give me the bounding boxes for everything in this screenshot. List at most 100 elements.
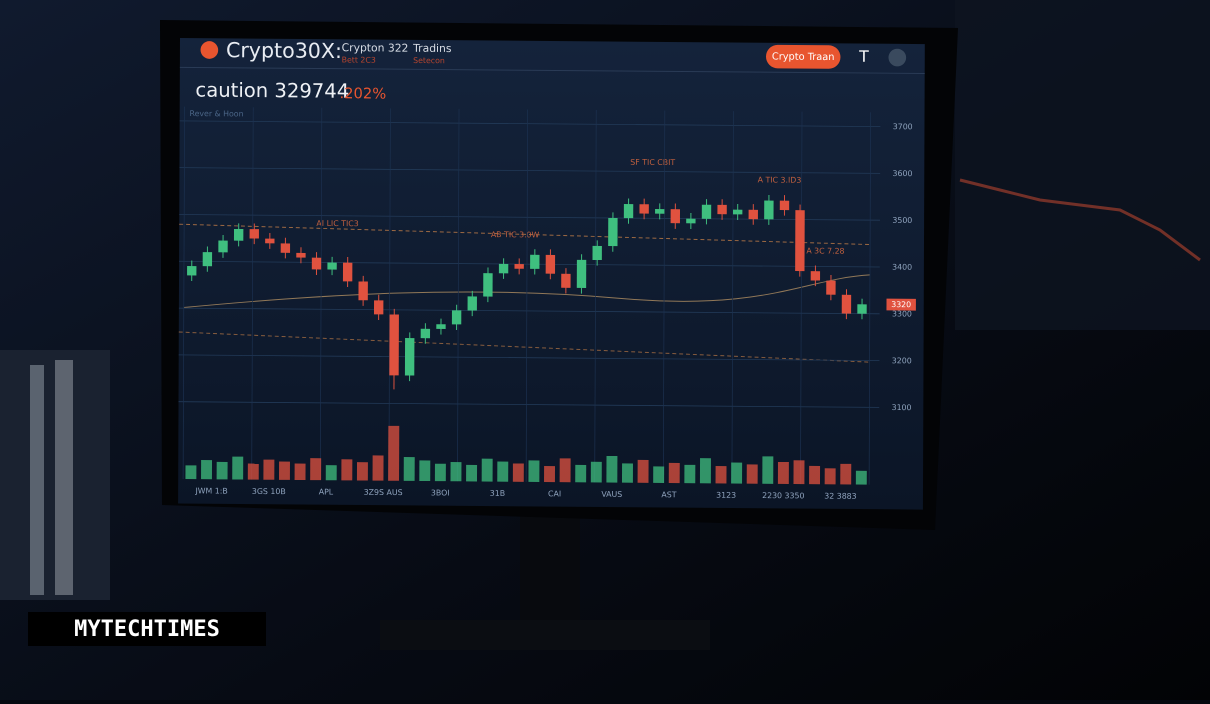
volume-bar [279, 462, 290, 480]
volume-bar [528, 460, 539, 482]
volume-bar [575, 465, 586, 482]
volume-bar [840, 464, 851, 485]
volume-bar [388, 426, 399, 481]
x-tick-label: CAI [548, 489, 561, 498]
candle-body [592, 246, 601, 260]
candle-body [265, 239, 274, 244]
volume-bar [419, 460, 430, 481]
candle-body [468, 296, 477, 310]
volume-bar [513, 463, 524, 481]
y-tick-label: 3400 [892, 263, 912, 272]
candle-body [281, 243, 290, 252]
x-tick-label: 3Z9S AUS [364, 488, 403, 497]
candle-body [312, 258, 321, 270]
volume-bar [809, 466, 820, 484]
candle-body [733, 210, 742, 215]
volume-bar [326, 465, 337, 480]
candle-body [857, 304, 866, 313]
volume-bar [793, 460, 804, 484]
trade-button-label[interactable]: Crypto Traan [772, 52, 835, 64]
candle-body [577, 260, 586, 288]
y-tick-label: 3300 [892, 309, 912, 318]
mode-sub: Setecon [413, 56, 445, 65]
y-tick-label: 3600 [893, 169, 913, 178]
x-tick-label: AST [661, 490, 676, 499]
window-blur [955, 0, 1210, 330]
x-tick-label: 31B [490, 489, 505, 498]
x-tick-label: 2230 3350 [762, 491, 804, 500]
volume-bar [497, 461, 508, 481]
volume-bar [373, 455, 384, 480]
y-tick-label: 3500 [892, 216, 912, 225]
candle-body [389, 314, 399, 375]
avatar[interactable] [888, 49, 906, 67]
candle-body [483, 273, 492, 296]
volume-bar [825, 468, 836, 484]
annotation: SF TIC CBIT [630, 158, 675, 167]
x-tick-label: 3GS 10B [252, 487, 286, 496]
y-tick-label: 3100 [892, 403, 912, 412]
candle-body [826, 281, 835, 295]
annotation: A 3C 7.28 [806, 246, 844, 255]
price-tag: 3320 [891, 300, 911, 309]
x-tick-label: 32 3883 [824, 492, 856, 501]
volume-bar [638, 460, 649, 483]
volume-bar [310, 458, 321, 480]
ticker-change: .202% [339, 85, 386, 102]
volume-bar [762, 456, 773, 484]
volume-bar [435, 464, 446, 481]
volume-bar [591, 462, 602, 483]
annotation: A TIC 3.ID3 [758, 175, 802, 184]
volume-bar [201, 460, 212, 479]
watermark: MYTECHTIMES [74, 617, 220, 642]
candle-body [639, 204, 648, 213]
volume-bar [684, 465, 695, 483]
volume-bar [856, 471, 867, 485]
candle-body [296, 253, 305, 258]
pair: Crypton 322 [342, 41, 409, 55]
menu-icon[interactable]: T [858, 47, 869, 66]
volume-bar [185, 465, 196, 479]
x-tick-label: APL [319, 487, 334, 496]
x-tick-label: 3123 [716, 491, 736, 500]
volume-bar [341, 459, 352, 480]
volume-bar [232, 457, 243, 480]
candle-body [671, 209, 680, 223]
candle-body [405, 338, 415, 376]
volume-bar [450, 462, 461, 481]
logo [200, 41, 218, 59]
candle-body [686, 219, 695, 224]
volume-bar [669, 463, 680, 483]
candle-body [421, 329, 430, 338]
volume-bar [747, 464, 758, 483]
screen: Crypto30X: Crypton 322 Bett 2C3 Tradins … [178, 38, 925, 510]
volume-bar [716, 466, 727, 483]
volume-bar [248, 464, 259, 480]
book [55, 360, 73, 595]
volume-bar [560, 458, 571, 482]
volume-bar [653, 466, 664, 483]
candle-body [343, 263, 352, 282]
candle-body [187, 266, 196, 275]
volume-bar [263, 460, 274, 480]
candle-body [702, 205, 711, 219]
annotation: AB TIC 3.0W [491, 230, 540, 239]
x-tick-label: JWM 1:B [194, 486, 227, 495]
candle-body [717, 205, 726, 214]
candle-body [608, 218, 617, 246]
candle-body [358, 281, 367, 300]
brand: Crypto30X: [226, 38, 342, 63]
candle-body [234, 229, 243, 241]
volume-bar [778, 462, 789, 484]
monitor-base [380, 620, 710, 650]
volume-bar [622, 463, 633, 482]
x-tick-label: 3BOI [431, 488, 450, 497]
candle-body [218, 241, 227, 253]
candle-body [250, 229, 259, 238]
volume-bar [700, 458, 711, 483]
volume-bar [544, 466, 555, 482]
volume-bar [466, 465, 477, 482]
volume-bar [482, 459, 493, 482]
candle-body [530, 255, 539, 269]
